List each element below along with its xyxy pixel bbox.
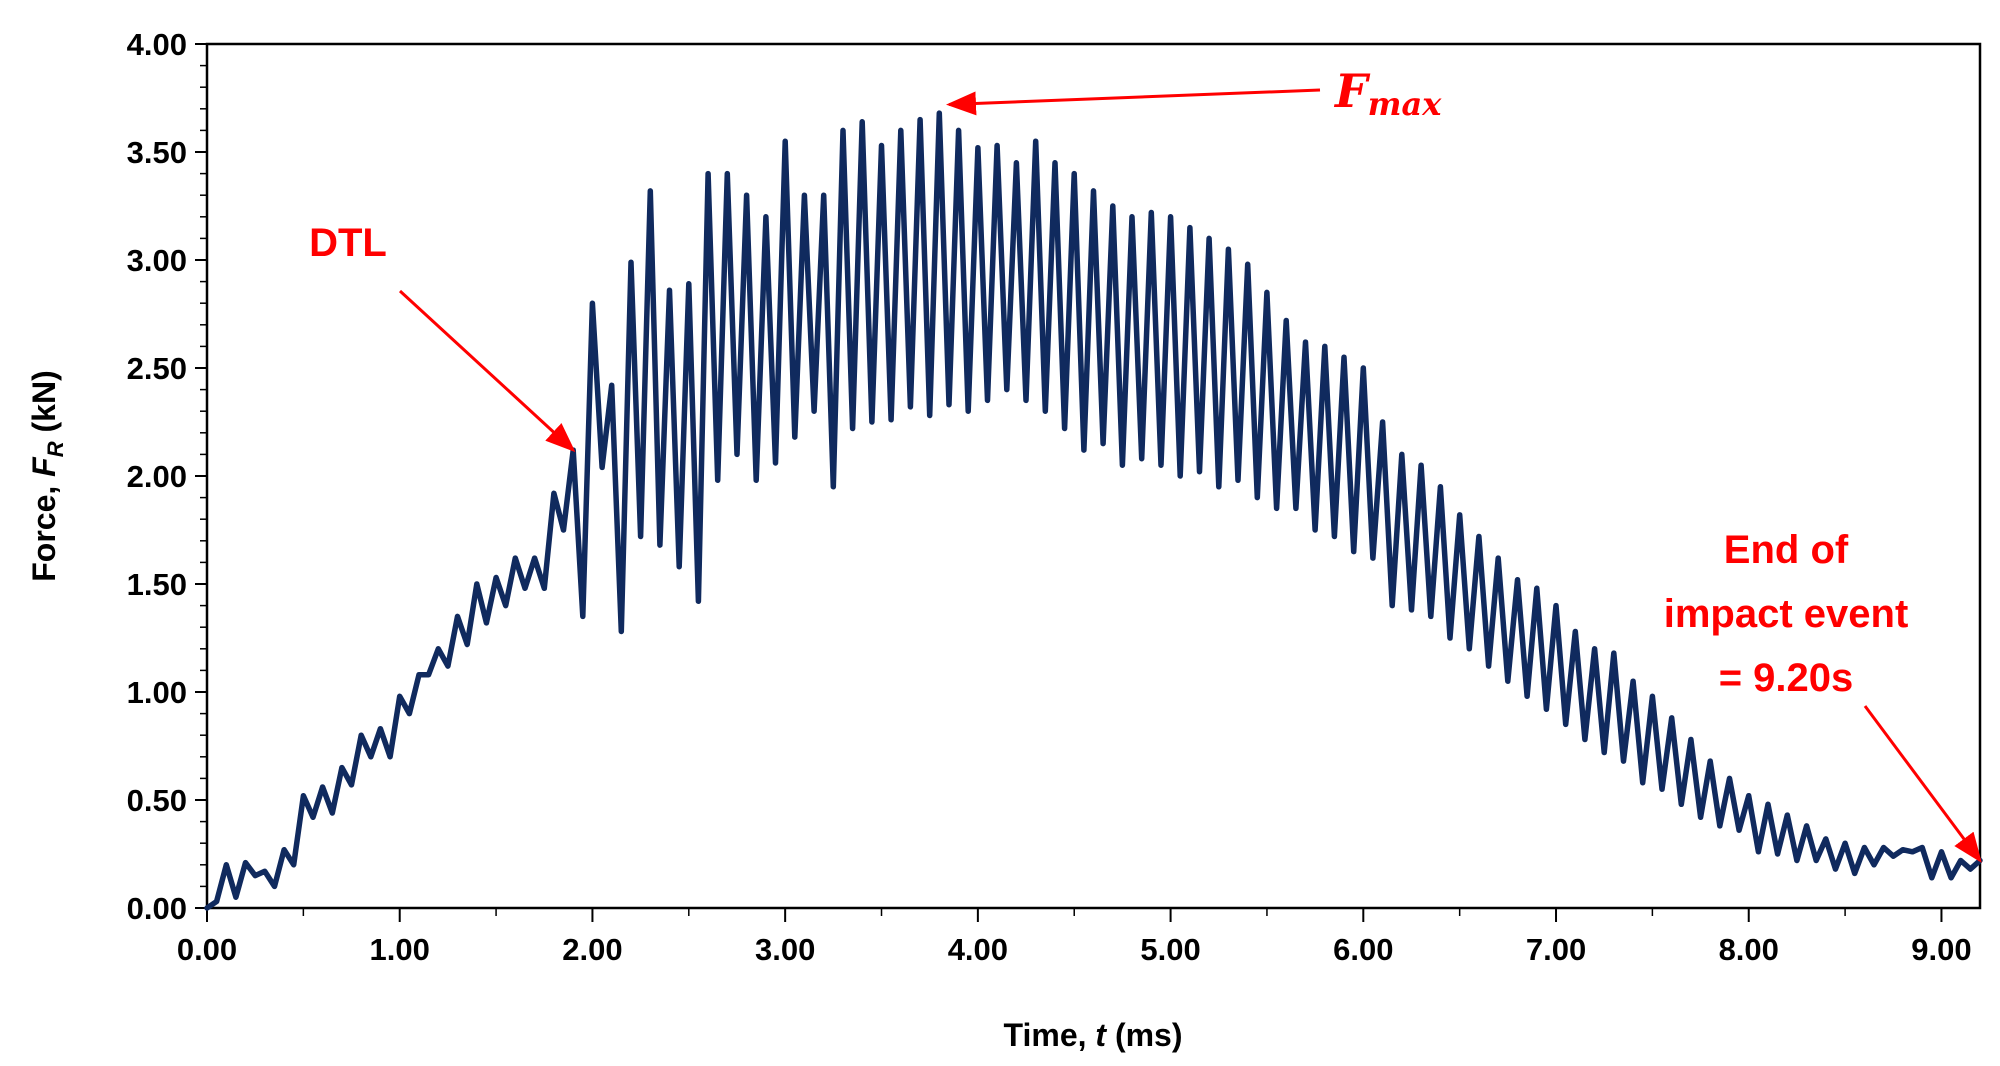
y-axis-ticks: 0.00 0.50 1.00 1.50 2.00 2.50 3.00 3.50 4.00: [127, 27, 207, 926]
x-tick-label: 5.00: [1140, 932, 1200, 967]
end-annotation: End of impact event = 9.20s: [1664, 528, 1982, 863]
y-tick-label: 3.00: [127, 243, 187, 278]
dtl-annotation: DTL: [309, 221, 576, 453]
series-line-force: [204, 110, 1983, 911]
x-tick-label: 7.00: [1526, 932, 1586, 967]
y-tick-label: 1.50: [127, 567, 187, 602]
y-tick-label: 4.00: [127, 27, 187, 62]
fmax-arrow: [946, 88, 1321, 116]
dtl-label: DTL: [309, 221, 387, 265]
y-tick-label: 3.50: [127, 135, 187, 170]
y-tick-label: 2.50: [127, 351, 187, 386]
x-tick-label: 6.00: [1333, 932, 1393, 967]
x-tick-label: 8.00: [1719, 932, 1779, 967]
x-tick-label: 3.00: [755, 932, 815, 967]
end-arrow: [1863, 705, 1982, 863]
x-axis-ticks: 0.00 1.00 2.00 3.00 4.00 5.00 6.00 7.00 8.00 9.00: [177, 908, 1972, 967]
y-tick-label: 0.50: [127, 783, 187, 818]
x-tick-label: 4.00: [948, 932, 1008, 967]
y-tick-label: 2.00: [127, 459, 187, 494]
fmax-label: Fmax: [1333, 64, 1442, 123]
y-tick-label: 0.00: [127, 891, 187, 926]
fmax-annotation: Fmax: [946, 64, 1442, 123]
end-label-line3: = 9.20s: [1719, 656, 1854, 700]
x-tick-label: 2.00: [562, 932, 622, 967]
y-tick-label: 1.00: [127, 675, 187, 710]
end-label-line2: impact event: [1664, 592, 1909, 636]
x-tick-label: 9.00: [1911, 932, 1971, 967]
end-label-line1: End of: [1724, 528, 1849, 572]
x-axis-title: Time, t (ms): [1004, 1017, 1183, 1053]
y-axis-title: Force, FR (kN): [26, 370, 68, 581]
dtl-arrow: [398, 289, 576, 453]
x-tick-label: 0.00: [177, 932, 237, 967]
x-tick-label: 1.00: [370, 932, 430, 967]
